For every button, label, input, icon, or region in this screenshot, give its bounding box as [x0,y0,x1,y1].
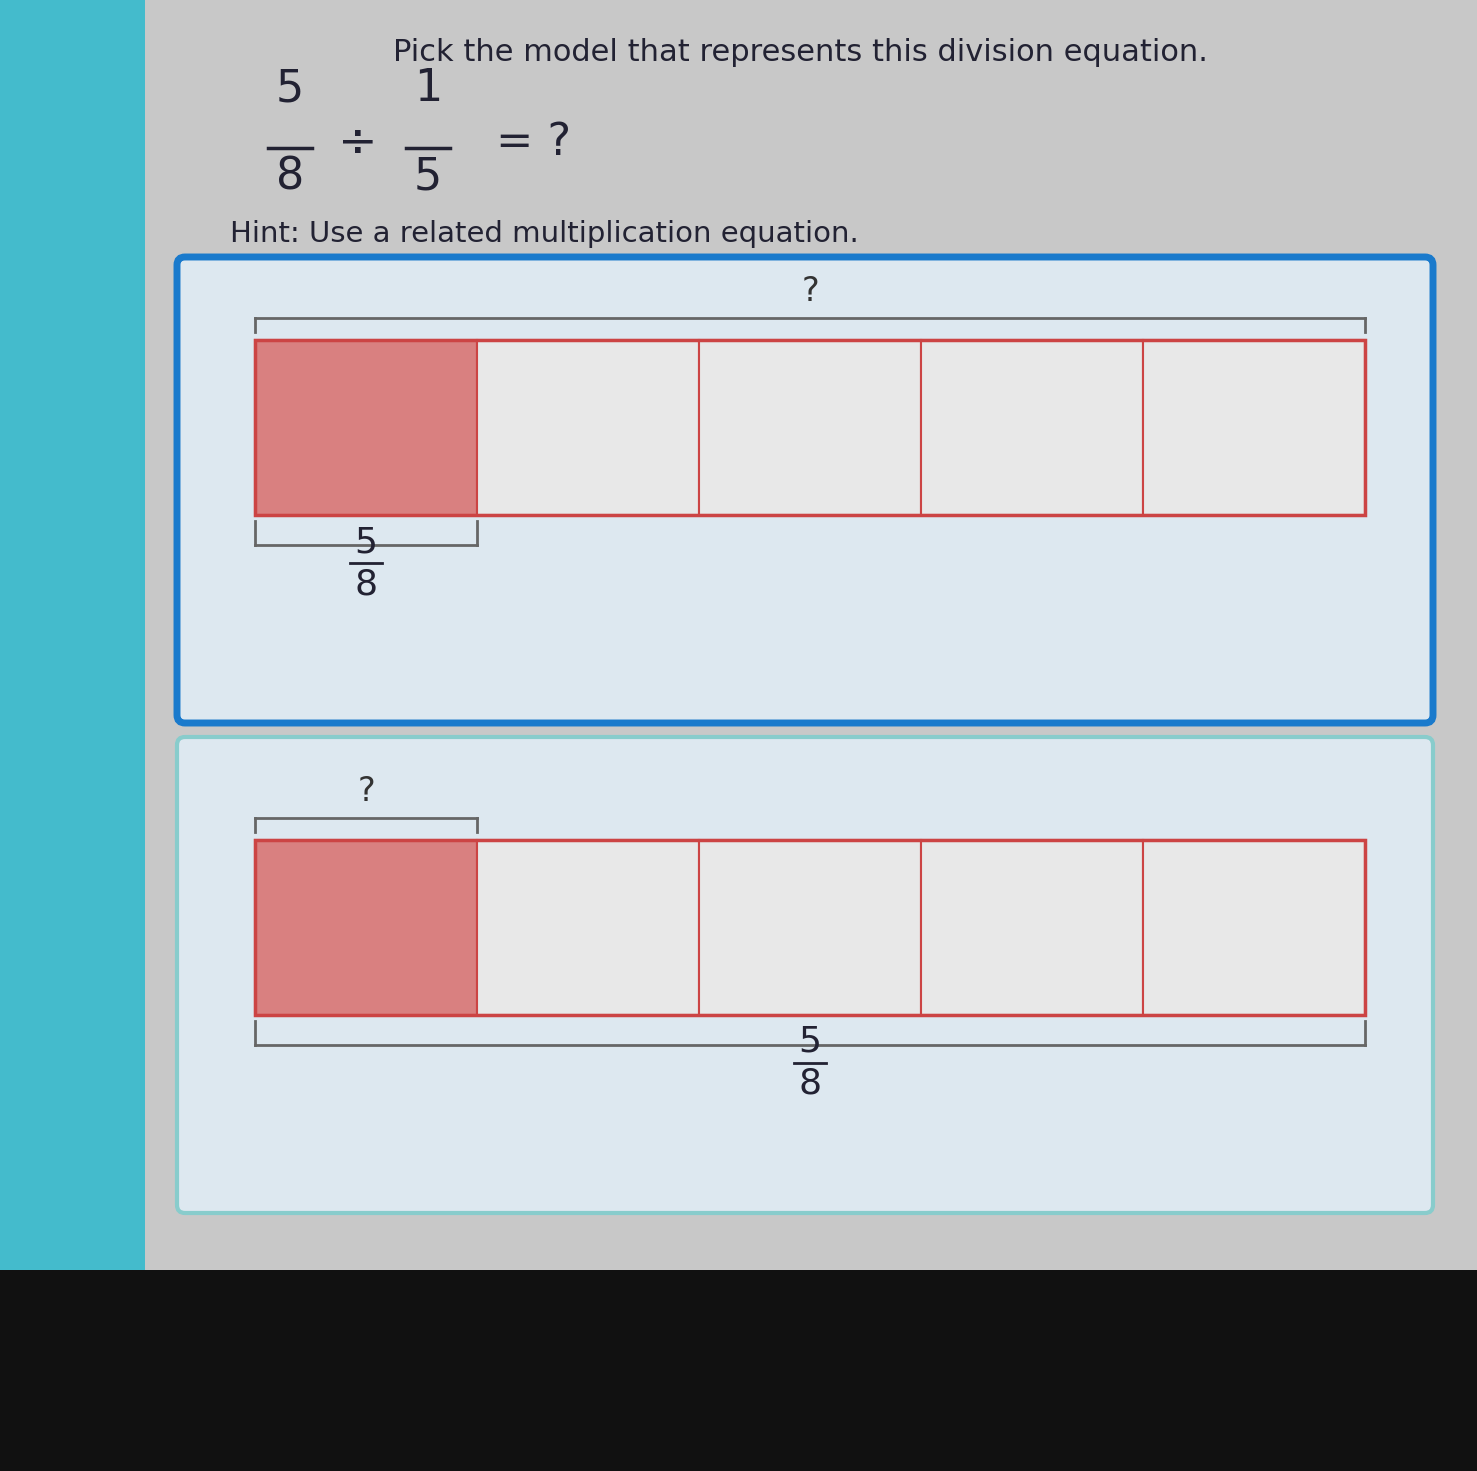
Text: 5: 5 [414,154,442,199]
Text: 8: 8 [354,566,378,602]
Text: 8: 8 [799,1066,821,1100]
Text: Pick the model that represents this division equation.: Pick the model that represents this divi… [393,38,1207,68]
Bar [477,340,699,515]
Bar [922,840,1143,1015]
Text: Hint: Use a related multiplication equation.: Hint: Use a related multiplication equat… [230,221,858,249]
Bar [256,340,1365,515]
Bar [477,840,699,1015]
Bar [922,340,1143,515]
Text: 1: 1 [414,68,442,110]
Bar [699,840,922,1015]
FancyBboxPatch shape [177,737,1433,1214]
FancyBboxPatch shape [177,257,1433,724]
Bar [1143,840,1365,1015]
Text: ?: ? [357,775,375,808]
Text: ÷: ÷ [338,121,378,165]
Text: 5: 5 [354,525,378,559]
Bar [256,340,477,515]
Bar [256,840,477,1015]
Text: = ?: = ? [496,121,572,163]
Text: 8: 8 [276,154,304,199]
Text: 5: 5 [799,1025,821,1059]
Bar [256,840,1365,1015]
Text: ?: ? [801,275,818,307]
Bar [0,1269,1477,1471]
Bar [1143,340,1365,515]
Text: 5: 5 [276,68,304,110]
Bar [0,0,145,1471]
Bar [699,340,922,515]
